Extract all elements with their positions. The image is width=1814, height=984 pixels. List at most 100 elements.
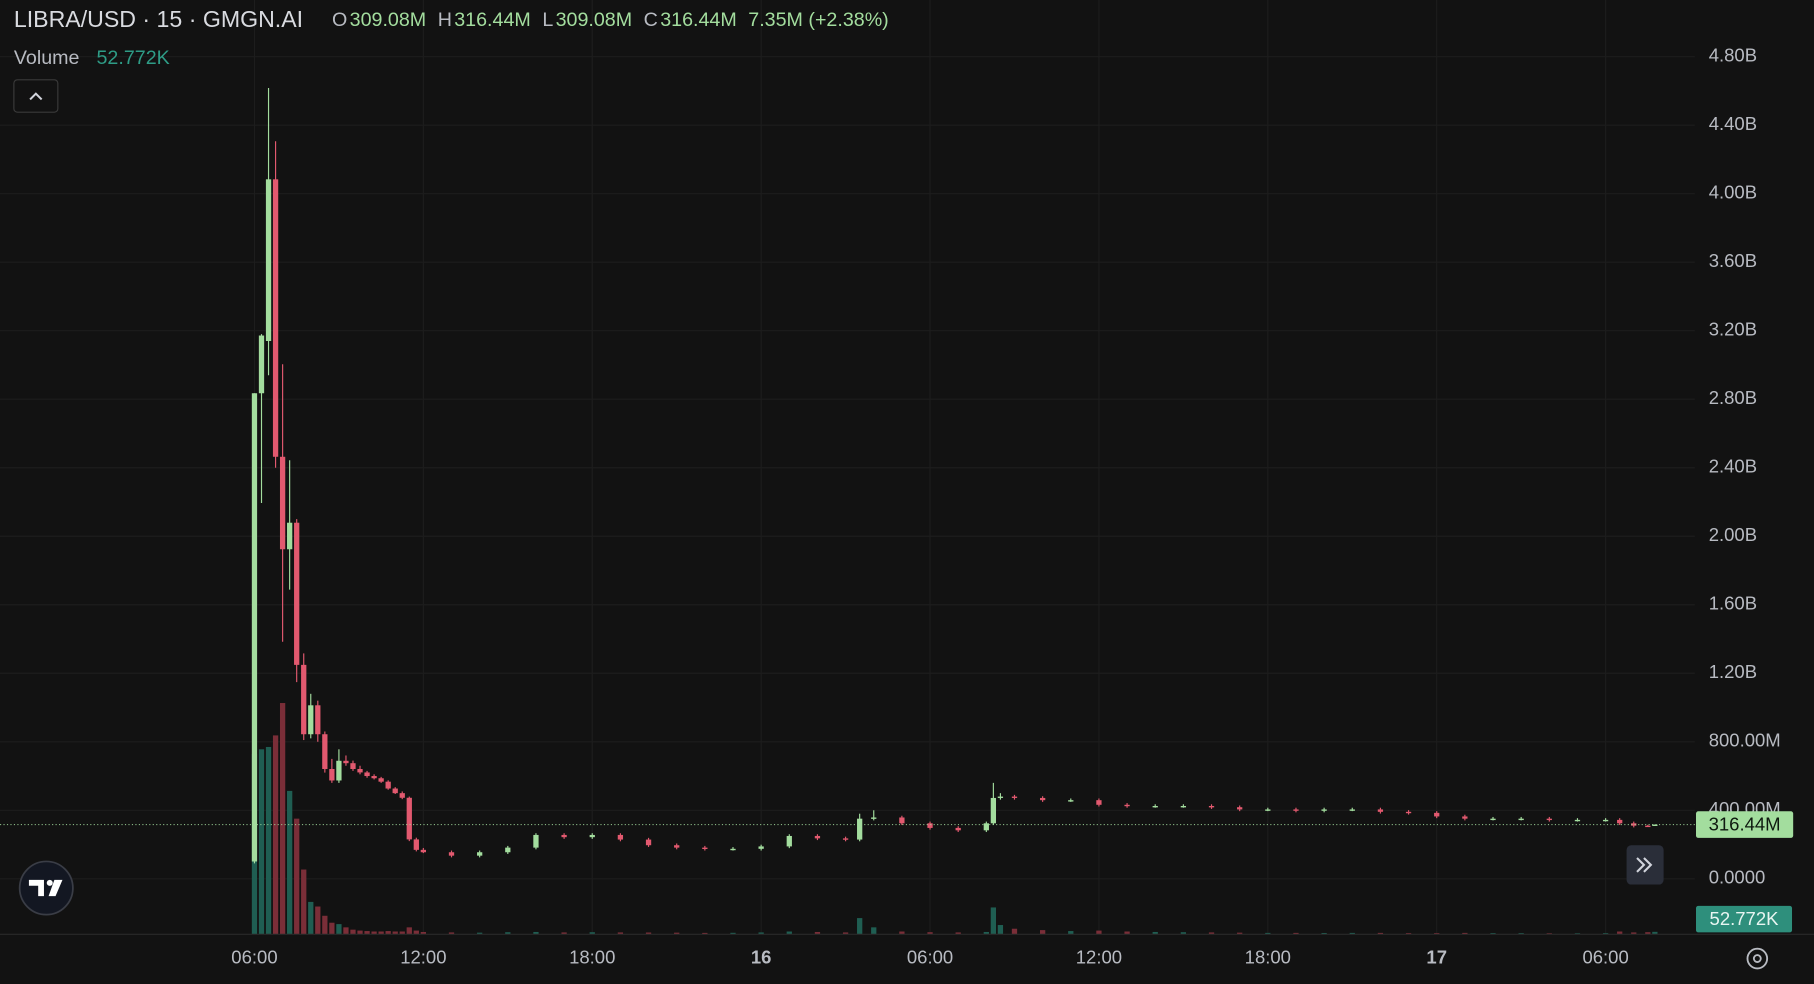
candle-body bbox=[1652, 824, 1658, 826]
y-tick-label: 3.20B bbox=[1709, 319, 1757, 340]
logo-mark bbox=[28, 879, 44, 897]
volume-bar bbox=[1152, 931, 1158, 935]
volume-bar bbox=[990, 907, 997, 935]
legend-key: H bbox=[438, 9, 452, 31]
volume-bar bbox=[1645, 932, 1651, 935]
volume-bar bbox=[357, 930, 363, 935]
candle-body bbox=[364, 772, 370, 777]
volume-bar bbox=[983, 931, 989, 935]
volume-bar bbox=[899, 931, 905, 935]
candle-body bbox=[814, 835, 821, 839]
volume-bar bbox=[364, 931, 370, 935]
candle-body bbox=[343, 760, 349, 764]
candle-body bbox=[1265, 809, 1271, 811]
volume-bars bbox=[251, 703, 1658, 935]
x-tick-label: 16 bbox=[751, 946, 772, 967]
candle-body bbox=[392, 788, 398, 794]
candle-body bbox=[702, 847, 708, 850]
scroll-to-realtime-button[interactable] bbox=[1626, 845, 1664, 885]
logo-mark bbox=[48, 879, 63, 897]
candle-body bbox=[505, 847, 511, 853]
candle-body bbox=[272, 179, 279, 457]
candle-body bbox=[399, 793, 405, 798]
legend-value: 316.44M bbox=[454, 9, 531, 31]
logo-dot bbox=[46, 879, 53, 886]
ohlc-legend: O 309.08M H 316.44M L 309.08M C 316.44M 7.35M (+… bbox=[332, 9, 889, 31]
candle-body bbox=[1321, 809, 1327, 811]
candle-body bbox=[1180, 805, 1187, 808]
volume-bar bbox=[385, 931, 391, 935]
candle-body bbox=[645, 839, 652, 846]
volume-bar bbox=[857, 918, 863, 935]
candle-body bbox=[857, 818, 863, 840]
volume-bar bbox=[645, 932, 652, 935]
candle-body bbox=[1377, 809, 1384, 812]
candle-body bbox=[1645, 825, 1651, 828]
volume-bar bbox=[477, 932, 483, 935]
volume-bar bbox=[378, 931, 384, 935]
legend-change: 7.35M (+2.38%) bbox=[748, 9, 888, 31]
candle-body bbox=[758, 846, 764, 849]
collapse-icon bbox=[29, 92, 43, 101]
volume-bar bbox=[955, 932, 961, 935]
y-tick-label: 800.00M bbox=[1709, 730, 1781, 751]
candle-body bbox=[385, 781, 391, 789]
candle-body bbox=[1617, 819, 1623, 824]
x-tick-label: 12:00 bbox=[1076, 946, 1122, 967]
volume-legend: Volume 52.772K bbox=[14, 47, 170, 69]
x-tick-label: 17 bbox=[1426, 946, 1447, 967]
volume-bar bbox=[258, 749, 265, 935]
candle-body bbox=[448, 852, 455, 856]
volume-bar bbox=[329, 922, 335, 935]
candles bbox=[251, 88, 1658, 864]
candle-body bbox=[1208, 805, 1215, 808]
candle-body bbox=[1124, 804, 1130, 807]
volume-bar bbox=[997, 925, 1004, 935]
volume-bar bbox=[1293, 932, 1299, 935]
candle-body bbox=[315, 705, 321, 735]
volume-tag-label: 52.772K bbox=[1710, 908, 1780, 929]
x-tick-label: 18:00 bbox=[569, 946, 615, 967]
volume-bar bbox=[279, 703, 286, 935]
x-tick-label: 06:00 bbox=[907, 946, 953, 967]
collapse-button-box[interactable] bbox=[13, 79, 59, 113]
y-tick-label: 1.60B bbox=[1709, 593, 1757, 614]
legend-value: 316.44M bbox=[660, 9, 737, 31]
candle-body bbox=[265, 179, 272, 341]
tradingview-logo[interactable] bbox=[18, 860, 74, 916]
candle-body bbox=[1546, 818, 1552, 821]
legend-key: L bbox=[542, 9, 553, 31]
y-tick-label: 2.40B bbox=[1709, 456, 1757, 477]
volume-bar bbox=[272, 735, 279, 935]
price-tag-label: 316.44M bbox=[1709, 814, 1781, 835]
candle-body bbox=[308, 705, 314, 735]
volume-bar bbox=[1321, 932, 1327, 935]
candle-body bbox=[990, 797, 997, 824]
candle-body bbox=[1039, 797, 1046, 801]
collapse-button[interactable] bbox=[13, 79, 59, 113]
volume-bar bbox=[505, 932, 511, 935]
volume-bar bbox=[350, 929, 356, 935]
candle-body bbox=[730, 848, 736, 851]
candle-body bbox=[1405, 811, 1412, 814]
volume-bar bbox=[406, 927, 412, 935]
y-tick-label: 1.20B bbox=[1709, 661, 1757, 682]
candle-body bbox=[927, 823, 933, 828]
candle-body bbox=[301, 664, 307, 735]
candle-body bbox=[350, 763, 356, 770]
settings-gear[interactable] bbox=[1746, 947, 1769, 970]
volume-bar bbox=[287, 790, 293, 935]
candle-body bbox=[617, 834, 624, 840]
logo-circle[interactable] bbox=[18, 860, 74, 916]
candle-body bbox=[1631, 823, 1637, 826]
volume-tag bbox=[1695, 905, 1793, 933]
settings-button[interactable] bbox=[1746, 947, 1769, 970]
candle-body bbox=[1293, 809, 1299, 811]
volume-bar bbox=[1180, 932, 1187, 935]
volume-bar bbox=[420, 931, 426, 935]
legend-key: O bbox=[332, 9, 347, 31]
volume-bar bbox=[448, 932, 455, 935]
legend-value: 309.08M bbox=[556, 9, 633, 31]
